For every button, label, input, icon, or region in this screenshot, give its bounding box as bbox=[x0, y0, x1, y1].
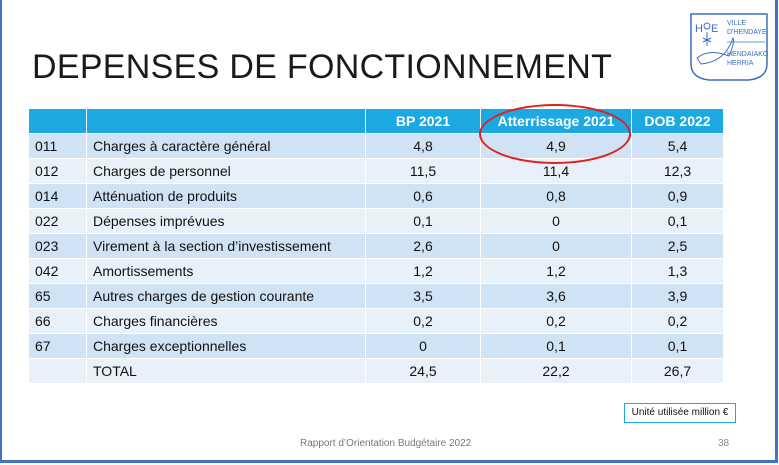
table-row: 022 Dépenses imprévues 0,1 0 0,1 bbox=[28, 208, 724, 234]
table-row: TOTAL 24,5 22,2 26,7 bbox=[28, 358, 724, 384]
cell-label: Atténuation de produits bbox=[86, 183, 366, 209]
svg-text:VILLE: VILLE bbox=[727, 20, 746, 27]
cell-label: Autres charges de gestion courante bbox=[86, 283, 366, 309]
table-row: 67 Charges exceptionnelles 0 0,1 0,1 bbox=[28, 333, 724, 359]
cell-atterrissage-2021: 1,2 bbox=[480, 258, 632, 284]
cell-code: 042 bbox=[28, 258, 87, 284]
cell-bp-2021: 0 bbox=[365, 333, 481, 359]
cell-dob-2022: 2,5 bbox=[631, 233, 724, 259]
cell-code: 012 bbox=[28, 158, 87, 184]
svg-text:E: E bbox=[711, 23, 718, 35]
cell-atterrissage-2021: 0,8 bbox=[480, 183, 632, 209]
table-row: 042 Amortissements 1,2 1,2 1,3 bbox=[28, 258, 724, 284]
table-row: 023 Virement à la section d’investissemen… bbox=[28, 233, 724, 259]
cell-label: Charges financières bbox=[86, 308, 366, 334]
table-row: 014 Atténuation de produits 0,6 0,8 0,9 bbox=[28, 183, 724, 209]
slide-title: DEPENSES DE FONCTIONNEMENT bbox=[32, 48, 613, 86]
cell-dob-2022: 0,2 bbox=[631, 308, 724, 334]
cell-dob-2022: 26,7 bbox=[631, 358, 724, 384]
cell-label: TOTAL bbox=[86, 358, 366, 384]
cell-bp-2021: 24,5 bbox=[365, 358, 481, 384]
cell-code: 011 bbox=[28, 133, 87, 159]
expenses-table: BP 2021 Atterrissage 2021 DOB 2022 011 Ch… bbox=[28, 108, 724, 384]
cell-code: 67 bbox=[28, 333, 87, 359]
svg-text:D'HENDAYE: D'HENDAYE bbox=[727, 29, 767, 36]
cell-label: Virement à la section d’investissement bbox=[86, 233, 366, 259]
cell-label: Charges de personnel bbox=[86, 158, 366, 184]
table-row: 012 Charges de personnel 11,5 11,4 12,3 bbox=[28, 158, 724, 184]
cell-code bbox=[28, 358, 87, 384]
cell-bp-2021: 0,6 bbox=[365, 183, 481, 209]
cell-dob-2022: 3,9 bbox=[631, 283, 724, 309]
header-code bbox=[28, 108, 87, 134]
cell-dob-2022: 1,3 bbox=[631, 258, 724, 284]
cell-code: 014 bbox=[28, 183, 87, 209]
header-bp-2021: BP 2021 bbox=[365, 108, 481, 134]
cell-atterrissage-2021: 0 bbox=[480, 233, 632, 259]
svg-text:H: H bbox=[695, 23, 703, 35]
ville-hendaye-logo: H E VILLE D'HENDAYE HENDAIAKO HERRIA bbox=[690, 13, 769, 81]
header-label bbox=[86, 108, 366, 134]
header-dob-2022: DOB 2022 bbox=[631, 108, 724, 134]
unit-note: Unité utilisée million € bbox=[624, 403, 736, 423]
svg-text:HERRIA: HERRIA bbox=[727, 60, 754, 67]
cell-dob-2022: 0,1 bbox=[631, 333, 724, 359]
cell-bp-2021: 1,2 bbox=[365, 258, 481, 284]
cell-bp-2021: 11,5 bbox=[365, 158, 481, 184]
cell-bp-2021: 2,6 bbox=[365, 233, 481, 259]
cell-atterrissage-2021: 22,2 bbox=[480, 358, 632, 384]
footer-text: Rapport d’Orientation Budgétaire 2022 bbox=[300, 438, 472, 449]
cell-atterrissage-2021: 0,2 bbox=[480, 308, 632, 334]
cell-label: Charges exceptionnelles bbox=[86, 333, 366, 359]
cell-dob-2022: 5,4 bbox=[631, 133, 724, 159]
cell-label: Amortissements bbox=[86, 258, 366, 284]
highlight-ellipse bbox=[479, 104, 631, 164]
cell-bp-2021: 4,8 bbox=[365, 133, 481, 159]
cell-bp-2021: 0,1 bbox=[365, 208, 481, 234]
cell-atterrissage-2021: 3,6 bbox=[480, 283, 632, 309]
cell-atterrissage-2021: 0,1 bbox=[480, 333, 632, 359]
page-number: 38 bbox=[718, 438, 730, 449]
svg-text:HENDAIAKO: HENDAIAKO bbox=[727, 51, 769, 58]
cell-label: Charges à caractère général bbox=[86, 133, 366, 159]
cell-label: Dépenses imprévues bbox=[86, 208, 366, 234]
cell-code: 65 bbox=[28, 283, 87, 309]
cell-code: 022 bbox=[28, 208, 87, 234]
cell-dob-2022: 12,3 bbox=[631, 158, 724, 184]
table-row: 65 Autres charges de gestion courante 3,5 3… bbox=[28, 283, 724, 309]
table-row: 66 Charges financières 0,2 0,2 0,2 bbox=[28, 308, 724, 334]
cell-dob-2022: 0,9 bbox=[631, 183, 724, 209]
cell-dob-2022: 0,1 bbox=[631, 208, 724, 234]
cell-code: 023 bbox=[28, 233, 87, 259]
cell-bp-2021: 0,2 bbox=[365, 308, 481, 334]
cell-bp-2021: 3,5 bbox=[365, 283, 481, 309]
cell-code: 66 bbox=[28, 308, 87, 334]
cell-atterrissage-2021: 0 bbox=[480, 208, 632, 234]
